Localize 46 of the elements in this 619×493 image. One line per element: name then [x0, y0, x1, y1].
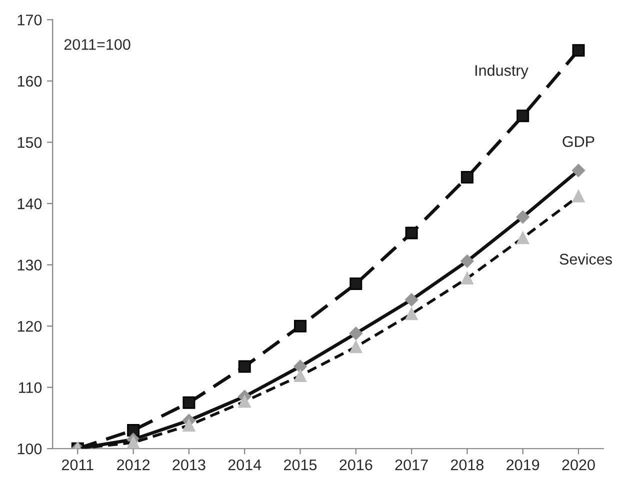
y-tick-label: 170	[18, 14, 42, 26]
point	[516, 110, 530, 122]
x-tick-label: 2015	[284, 459, 317, 470]
point	[572, 164, 586, 178]
x-tick-label: 2014	[228, 459, 262, 470]
y-tick-label: 100	[18, 444, 42, 454]
x-tick-label: 2013	[172, 459, 206, 470]
point	[238, 395, 251, 408]
text: Sevices	[560, 253, 612, 265]
x-tick-label: 2017	[395, 459, 428, 470]
series-label: Industry	[475, 64, 528, 79]
y-tick-label: 130	[18, 260, 42, 270]
point	[516, 210, 530, 224]
point	[572, 44, 585, 57]
point	[350, 278, 362, 290]
point	[294, 360, 307, 374]
point	[405, 308, 418, 320]
x-tick-label: 2012	[117, 459, 150, 470]
point	[516, 232, 530, 244]
y-tick-label: 110	[19, 382, 42, 394]
point	[349, 326, 362, 340]
x-tick-label: 2019	[506, 459, 540, 470]
point	[350, 340, 362, 354]
y-tick-label: 140	[18, 198, 42, 210]
series-label: GDP	[562, 136, 594, 147]
point	[182, 396, 196, 409]
y-tick-label: 120	[18, 320, 42, 332]
x-tick-label: 2016	[340, 459, 372, 470]
y-tick-label: 160	[18, 76, 42, 87]
y-tick-label: 150	[18, 137, 42, 148]
point	[182, 419, 196, 432]
point	[460, 170, 474, 184]
x-tick-label: 2018	[450, 459, 484, 470]
x-tick-label: 2011	[62, 459, 94, 470]
point	[127, 436, 140, 449]
point	[238, 360, 251, 373]
point	[460, 254, 474, 268]
annotation: 2011=100	[64, 39, 130, 50]
point	[294, 369, 306, 382]
point	[460, 272, 474, 285]
point	[405, 226, 418, 240]
x-tick-label: 2020	[562, 459, 595, 470]
point	[572, 190, 585, 202]
point	[404, 293, 418, 306]
point	[127, 424, 140, 436]
point	[294, 320, 306, 332]
